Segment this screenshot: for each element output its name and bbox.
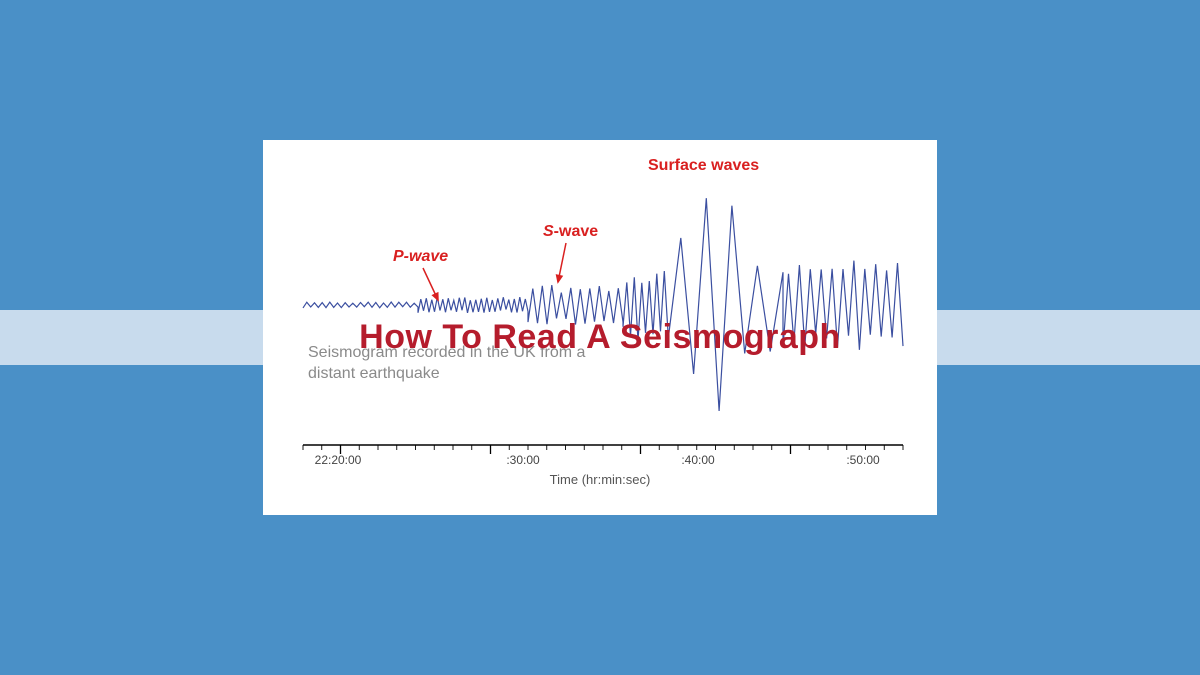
p-wave-label: P-wave bbox=[393, 248, 448, 266]
x-axis-label: Time (hr:min:sec) bbox=[263, 472, 937, 487]
s-wave-label: S-wave bbox=[543, 223, 598, 241]
x-tick-label: :50:00 bbox=[846, 453, 879, 467]
x-tick-label: :40:00 bbox=[681, 453, 714, 467]
x-tick-label: :30:00 bbox=[506, 453, 539, 467]
x-tick-label: 22:20:00 bbox=[315, 453, 362, 467]
page-title: How To Read A Seismograph bbox=[0, 310, 1200, 365]
surface-waves-label: Surface waves bbox=[648, 157, 759, 175]
